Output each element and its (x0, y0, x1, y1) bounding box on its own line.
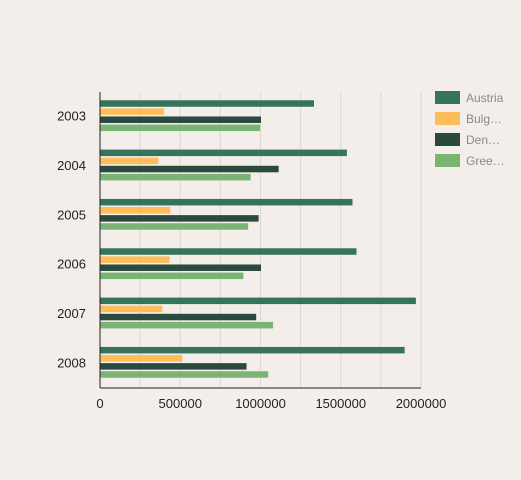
legend-swatch-bulgaria (435, 112, 460, 125)
legend-swatch-greece (435, 154, 460, 167)
axes: 2003 2004 2005 2006 2007 2008 0 500000 1000000 15… (57, 92, 446, 411)
bar-austria-2004 (100, 149, 347, 157)
bar-greece-2006 (100, 272, 244, 280)
bar-austria-2005 (100, 198, 353, 206)
y-tick-label: 2007 (57, 306, 86, 321)
bars (100, 100, 416, 378)
bar-greece-2004 (100, 173, 251, 181)
bar-bulgaria-2005 (100, 207, 171, 214)
x-tick-label: 2000000 (396, 396, 447, 411)
legend-label-austria[interactable]: Austria (466, 91, 504, 105)
bar-denmark-2004 (100, 165, 279, 173)
x-tick-label: 500000 (159, 396, 202, 411)
bar-greece-2005 (100, 223, 249, 230)
y-tick-label: 2005 (57, 207, 86, 222)
bar-bulgaria-2007 (100, 305, 163, 313)
bar-bulgaria-2006 (100, 256, 170, 263)
bar-denmark-2003 (100, 116, 261, 123)
y-tick-label: 2004 (57, 158, 86, 173)
legend-swatch-austria (435, 91, 460, 104)
y-tick-label: 2008 (57, 355, 86, 370)
bar-denmark-2006 (100, 264, 261, 271)
legend-label-denmark[interactable]: Den… (466, 133, 500, 147)
bar-bulgaria-2003 (100, 108, 164, 115)
grid-lines (139, 92, 422, 388)
legend: Austria Bulg… Den… Gree… (435, 91, 505, 168)
legend-label-bulgaria[interactable]: Bulg… (466, 112, 502, 126)
bar-denmark-2008 (100, 363, 247, 370)
bar-austria-2006 (100, 248, 357, 255)
bar-greece-2008 (100, 371, 269, 378)
bar-austria-2007 (100, 297, 416, 305)
x-tick-label: 0 (96, 396, 103, 411)
bar-greece-2003 (100, 124, 261, 132)
y-tick-label: 2003 (57, 109, 86, 124)
bar-bulgaria-2008 (100, 355, 183, 362)
bar-denmark-2007 (100, 313, 257, 321)
bar-greece-2007 (100, 321, 274, 329)
x-tick-label: 1500000 (315, 396, 366, 411)
bar-austria-2008 (100, 346, 405, 354)
y-tick-label: 2006 (57, 257, 86, 272)
bar-denmark-2005 (100, 215, 259, 222)
bar-austria-2003 (100, 100, 314, 107)
x-tick-label: 1000000 (235, 396, 286, 411)
legend-label-greece[interactable]: Gree… (466, 154, 505, 168)
legend-swatch-denmark (435, 133, 460, 146)
bar-bulgaria-2004 (100, 157, 159, 165)
